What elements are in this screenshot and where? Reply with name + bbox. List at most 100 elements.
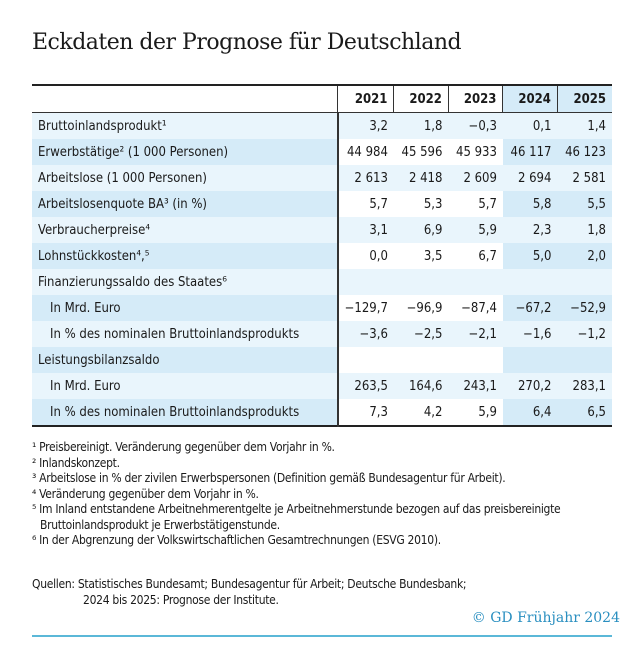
cell-value: −2,5 <box>393 321 449 347</box>
row-label: Arbeitslose (1 000 Personen) <box>32 165 339 191</box>
cell-value: 5,7 <box>448 191 503 217</box>
cell-value: 0,1 <box>502 112 558 139</box>
cell-value: 3,5 <box>393 243 449 269</box>
footnote: ³ Arbeitslose in % der zivilen Erwerbspe… <box>32 471 506 485</box>
cell-value <box>502 347 558 373</box>
table-row: Erwerbstätige² (1 000 Personen) 44 984 45 … <box>32 139 612 165</box>
cell-value: 6,9 <box>393 217 449 243</box>
cell-value: 45 596 <box>393 139 449 165</box>
header-empty <box>32 85 338 113</box>
row-label: Bruttoinlandsprodukt¹ <box>32 112 339 139</box>
cell-value: −129,7 <box>337 295 394 321</box>
header-year: 2025 <box>556 85 612 113</box>
cell-value: 2 694 <box>502 165 558 191</box>
header-year: 2022 <box>393 85 449 113</box>
table-header-row: 2021 2022 2023 2024 2025 <box>32 85 612 113</box>
cell-value: 2,3 <box>502 217 558 243</box>
cell-value: 5,7 <box>337 191 394 217</box>
cell-value: 46 123 <box>557 139 612 165</box>
cell-value: 1,4 <box>557 112 612 139</box>
cell-value: 44 984 <box>337 139 394 165</box>
table-row: Lohnstückkosten⁴,⁵ 0,0 3,5 6,7 5,0 2,0 <box>32 243 612 269</box>
cell-value: −1,6 <box>502 321 558 347</box>
table-row: Verbraucherpreise⁴ 3,1 6,9 5,9 2,3 1,8 <box>32 217 612 243</box>
sources-line-2: 2024 bis 2025: Prognose der Institute. <box>83 593 279 607</box>
cell-value <box>557 347 612 373</box>
cell-value: 5,3 <box>393 191 449 217</box>
cell-value: 2 581 <box>557 165 612 191</box>
cell-value: 1,8 <box>393 112 449 139</box>
table-row: Arbeitslose (1 000 Personen) 2 613 2 418 2 … <box>32 165 612 191</box>
cell-value: 5,0 <box>502 243 558 269</box>
cell-value: −2,1 <box>448 321 503 347</box>
cell-value: 46 117 <box>502 139 558 165</box>
cell-value <box>448 269 503 295</box>
cell-value: 270,2 <box>502 373 558 399</box>
header-year: 2021 <box>337 85 394 113</box>
cell-value: 5,8 <box>502 191 558 217</box>
table-row: In % des nominalen Bruttoinlandsprodukts… <box>32 399 612 426</box>
footnote: ⁶ In der Abgrenzung der Volkswirtschaftl… <box>32 533 441 547</box>
cell-value: 0,0 <box>337 243 394 269</box>
cell-value: −96,9 <box>393 295 449 321</box>
row-label: Verbraucherpreise⁴ <box>32 217 339 243</box>
cell-value: 3,2 <box>337 112 394 139</box>
cell-value: 2,0 <box>557 243 612 269</box>
cell-value: 6,4 <box>502 399 558 426</box>
cell-value: 164,6 <box>393 373 449 399</box>
cell-value: −1,2 <box>557 321 612 347</box>
cell-value: 283,1 <box>557 373 612 399</box>
cell-value: 5,9 <box>448 399 503 426</box>
row-label: Finanzierungssaldo des Staates⁶ <box>32 269 339 295</box>
table-row: In % des nominalen Bruttoinlandsprodukts… <box>32 321 612 347</box>
table-row: Finanzierungssaldo des Staates⁶ <box>32 269 612 295</box>
cell-value: −0,3 <box>448 112 503 139</box>
row-label: In Mrd. Euro <box>32 295 339 321</box>
bottom-rule <box>32 635 612 637</box>
cell-value <box>337 347 394 373</box>
cell-value <box>502 269 558 295</box>
cell-value: 243,1 <box>448 373 503 399</box>
row-label: Erwerbstätige² (1 000 Personen) <box>32 139 339 165</box>
table-row: Leistungsbilanzsaldo <box>32 347 612 373</box>
footnote: ⁴ Veränderung gegenüber dem Vorjahr in %… <box>32 486 259 501</box>
footnotes: ¹ Preisbereinigt. Veränderung gegenüber … <box>32 440 643 549</box>
page-title: Eckdaten der Prognose für Deutschland <box>32 30 462 55</box>
cell-value: 263,5 <box>337 373 394 399</box>
cell-value: 1,8 <box>557 217 612 243</box>
cell-value: −3,6 <box>337 321 394 347</box>
sources-line-1: Quellen: Statistisches Bundesamt; Bundes… <box>32 577 467 591</box>
table-row: Bruttoinlandsprodukt¹ 3,2 1,8 −0,3 0,1 1,4 <box>32 112 612 139</box>
forecast-table: 2021 2022 2023 2024 2025 Bruttoinlandsproduk… <box>32 84 612 427</box>
row-label: In % des nominalen Bruttoinlandsprodukts <box>32 321 339 347</box>
footnote: ² Inlandskonzept. <box>32 455 120 470</box>
cell-value: 5,9 <box>448 217 503 243</box>
cell-value: −87,4 <box>448 295 503 321</box>
cell-value: −67,2 <box>502 295 558 321</box>
cell-value <box>448 347 503 373</box>
cell-value: 45 933 <box>448 139 503 165</box>
cell-value: 2 418 <box>393 165 449 191</box>
cell-value: 5,5 <box>557 191 612 217</box>
row-label: Lohnstückkosten⁴,⁵ <box>32 243 339 269</box>
footnote: ⁵ Im Inland entstandene Arbeitnehmerentg… <box>32 502 561 532</box>
cell-value <box>337 269 394 295</box>
cell-value: 2 613 <box>337 165 394 191</box>
cell-value: 4,2 <box>393 399 449 426</box>
row-label: In % des nominalen Bruttoinlandsprodukts <box>32 399 339 426</box>
cell-value: 6,7 <box>448 243 503 269</box>
row-label: Arbeitslosenquote BA³ (in %) <box>32 191 339 217</box>
cell-value <box>557 269 612 295</box>
header-year: 2023 <box>447 85 503 113</box>
table-row: Arbeitslosenquote BA³ (in %) 5,7 5,3 5,7 5,8… <box>32 191 612 217</box>
copyright: © GD Frühjahr 2024 <box>471 610 620 626</box>
sources: Quellen: Statistisches Bundesamt; Bundes… <box>32 576 467 608</box>
cell-value <box>393 347 449 373</box>
cell-value: 6,5 <box>557 399 612 426</box>
cell-value <box>393 269 449 295</box>
cell-value: 3,1 <box>337 217 394 243</box>
cell-value: 7,3 <box>337 399 394 426</box>
cell-value: −52,9 <box>557 295 612 321</box>
row-label: In Mrd. Euro <box>32 373 339 399</box>
